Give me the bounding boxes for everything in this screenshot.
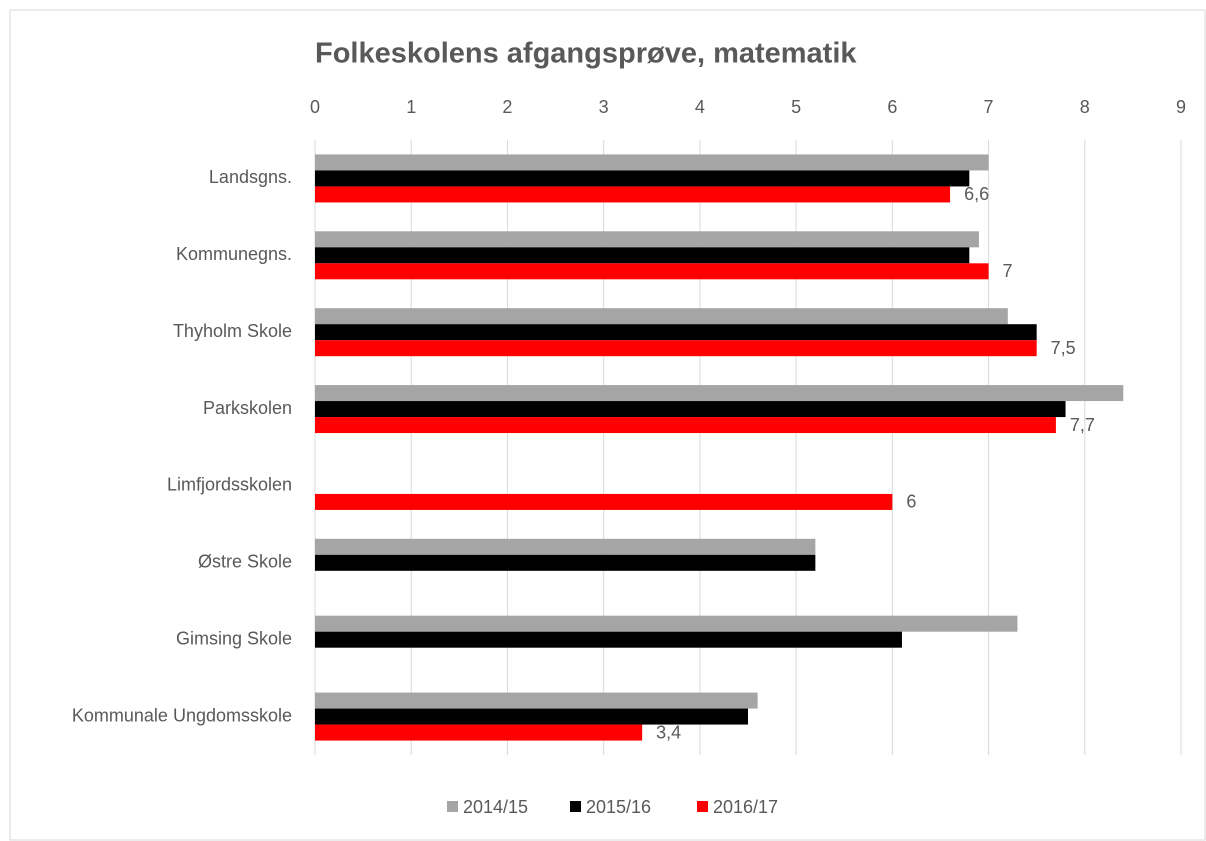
y-tick-label: Gimsing Skole bbox=[176, 628, 292, 648]
data-label: 6 bbox=[906, 492, 916, 512]
bar bbox=[315, 340, 1037, 357]
legend-label: 2014/15 bbox=[463, 797, 528, 817]
data-label: 7 bbox=[1003, 261, 1013, 281]
data-label: 7,5 bbox=[1051, 338, 1076, 358]
bar bbox=[315, 401, 1066, 418]
legend-swatch bbox=[447, 801, 458, 812]
data-label: 3,4 bbox=[656, 722, 681, 742]
legend-swatch bbox=[697, 801, 708, 812]
x-tick-label: 0 bbox=[310, 97, 320, 117]
legend-label: 2015/16 bbox=[586, 797, 651, 817]
x-tick-label: 1 bbox=[406, 97, 416, 117]
bar bbox=[315, 154, 989, 171]
x-tick-label: 5 bbox=[791, 97, 801, 117]
bar bbox=[315, 615, 1018, 632]
bar bbox=[315, 263, 989, 280]
x-tick-label: 7 bbox=[984, 97, 994, 117]
bar bbox=[315, 692, 758, 709]
x-tick-label: 4 bbox=[695, 97, 705, 117]
x-tick-label: 3 bbox=[599, 97, 609, 117]
y-tick-label: Kommunegns. bbox=[176, 244, 292, 264]
bar bbox=[315, 554, 816, 571]
y-tick-label: Landsgns. bbox=[209, 167, 292, 187]
bar bbox=[315, 493, 893, 510]
data-label: 6,6 bbox=[964, 184, 989, 204]
bar bbox=[315, 724, 643, 741]
bar bbox=[315, 324, 1037, 341]
bar bbox=[315, 308, 1008, 325]
bar bbox=[315, 170, 970, 187]
bar bbox=[315, 247, 970, 264]
bar bbox=[315, 538, 816, 555]
y-tick-label: Thyholm Skole bbox=[173, 321, 292, 341]
legend-label: 2016/17 bbox=[713, 797, 778, 817]
x-tick-label: 9 bbox=[1176, 97, 1186, 117]
chart-title: Folkeskolens afgangsprøve, matematik bbox=[315, 38, 857, 70]
bar bbox=[315, 385, 1124, 402]
x-tick-label: 6 bbox=[887, 97, 897, 117]
y-tick-label: Limfjordsskolen bbox=[167, 475, 292, 495]
bar bbox=[315, 631, 902, 648]
bar bbox=[315, 417, 1056, 434]
y-tick-label: Kommunale Ungdomsskole bbox=[72, 705, 292, 725]
x-tick-label: 2 bbox=[502, 97, 512, 117]
bar bbox=[315, 231, 979, 248]
legend-swatch bbox=[570, 801, 581, 812]
x-tick-label: 8 bbox=[1080, 97, 1090, 117]
y-tick-label: Østre Skole bbox=[198, 552, 292, 572]
bar bbox=[315, 186, 951, 203]
data-label: 7,7 bbox=[1070, 415, 1095, 435]
bar bbox=[315, 708, 748, 725]
y-tick-label: Parkskolen bbox=[203, 398, 292, 418]
